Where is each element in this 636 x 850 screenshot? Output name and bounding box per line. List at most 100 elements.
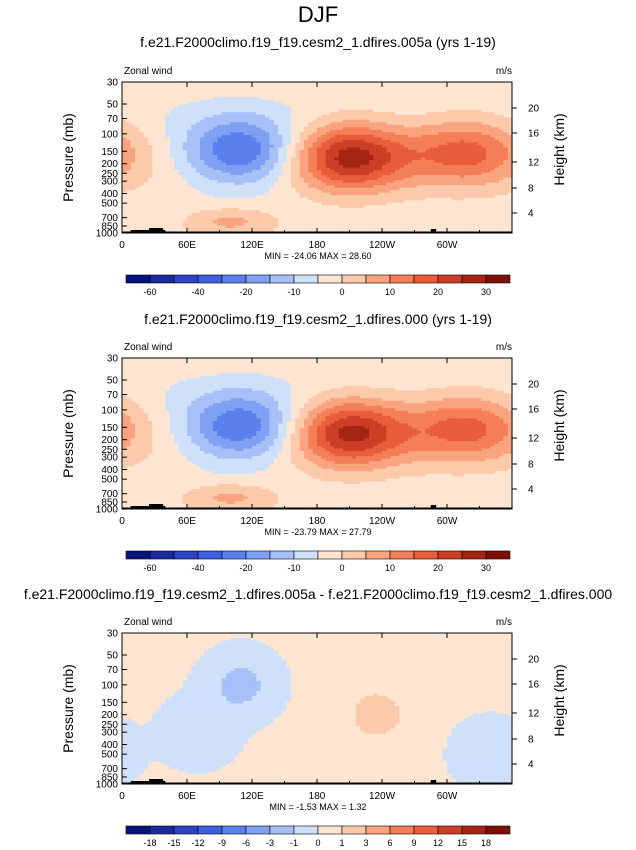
colorbar-box xyxy=(173,274,199,284)
colorbar-label: -60 xyxy=(143,563,156,572)
y-axis-label: Pressure (mb) xyxy=(60,664,76,753)
colorbar-label: 0 xyxy=(339,287,344,296)
colorbar-box xyxy=(197,274,223,284)
height-tick-label: 8 xyxy=(528,460,534,471)
colorbar-label: 10 xyxy=(385,287,395,296)
panel-2-title: f.e21.F2000climo.f19_f19.cesm2_1.dfires.… xyxy=(144,311,492,327)
colorbar-box xyxy=(293,274,319,284)
y-tick-label: 250 xyxy=(101,445,118,456)
colorbar-box xyxy=(221,274,247,284)
colorbar-box xyxy=(461,550,487,560)
x-tick-label: 60E xyxy=(178,791,196,802)
colorbar-box xyxy=(125,274,151,284)
y-tick-label: 250 xyxy=(101,169,118,180)
y-tick-label: 500 xyxy=(101,750,118,761)
field-label: Zonal wind xyxy=(124,617,172,628)
colorbar-box xyxy=(437,550,463,560)
y-tick-label: 400 xyxy=(101,189,118,200)
y-tick-label: 1000 xyxy=(96,780,119,791)
y-tick-label: 100 xyxy=(101,680,118,691)
x-tick-label: 60W xyxy=(437,240,458,251)
colorbar-box xyxy=(173,550,199,560)
height-tick-label: 8 xyxy=(528,184,534,195)
colorbar-box xyxy=(413,825,439,835)
colorbar-label: -9 xyxy=(218,838,226,848)
units-label: m/s xyxy=(496,617,512,628)
y-tick-label: 500 xyxy=(101,199,118,210)
y-tick-label: 700 xyxy=(101,764,118,775)
colorbar-box xyxy=(437,274,463,284)
zonal-wind-panel-2: 0 60E 120E 180 120W 60W3050701001502002503004… xyxy=(60,342,567,572)
y-tick-label: 500 xyxy=(101,475,118,486)
colorbar-label: 12 xyxy=(433,838,443,848)
y-tick-label: 250 xyxy=(101,720,118,731)
y-tick-label: 300 xyxy=(101,728,118,739)
colorbar-label: 6 xyxy=(387,838,392,848)
colorbar-box xyxy=(461,825,487,835)
colorbar-box xyxy=(245,825,271,835)
y-tick-label: 700 xyxy=(101,489,118,500)
y-axis-label-right: Height (km) xyxy=(551,389,567,461)
y-tick-label: 1000 xyxy=(96,505,119,516)
height-tick-label: 20 xyxy=(528,380,540,391)
colorbar-label: 18 xyxy=(481,838,491,848)
x-tick-label: 0 xyxy=(119,240,125,251)
x-tick-label: 180 xyxy=(309,240,326,251)
colorbar-box xyxy=(317,550,343,560)
height-tick-label: 12 xyxy=(528,158,540,169)
min-max-stats: MIN = -24.06 MAX = 28.60 xyxy=(264,251,371,261)
colorbar-box xyxy=(293,550,319,560)
height-tick-label: 8 xyxy=(528,735,534,746)
colorbar-box xyxy=(245,550,271,560)
x-tick-label: 60E xyxy=(178,240,196,251)
contour-fill xyxy=(122,358,513,510)
height-tick-label: 16 xyxy=(528,680,540,691)
field-label: Zonal wind xyxy=(124,66,172,77)
colorbar xyxy=(125,274,511,284)
y-tick-label: 850 xyxy=(101,222,118,233)
colorbar-box xyxy=(149,825,175,835)
colorbar-box xyxy=(461,274,487,284)
colorbar-label: -60 xyxy=(143,287,156,296)
height-tick-label: 4 xyxy=(528,760,534,771)
y-tick-label: 200 xyxy=(101,710,118,721)
colorbar-box xyxy=(341,274,367,284)
colorbar-label: 30 xyxy=(481,563,491,572)
colorbar-box xyxy=(389,550,415,560)
x-tick-label: 120W xyxy=(369,240,396,251)
colorbar-box xyxy=(197,825,223,835)
colorbar-box xyxy=(197,550,223,560)
colorbar-box xyxy=(437,825,463,835)
colorbar-label: 0 xyxy=(339,563,344,572)
height-tick-label: 12 xyxy=(528,434,540,445)
y-tick-label: 400 xyxy=(101,465,118,476)
height-tick-label: 16 xyxy=(528,129,540,140)
y-tick-label: 1000 xyxy=(96,229,119,240)
colorbar-box xyxy=(389,825,415,835)
colorbar-box xyxy=(149,274,175,284)
y-tick-label: 700 xyxy=(101,213,118,224)
colorbar-label: 10 xyxy=(385,563,395,572)
y-tick-label: 150 xyxy=(101,423,118,434)
y-tick-label: 400 xyxy=(101,740,118,751)
colorbar-box xyxy=(365,550,391,560)
colorbar-box xyxy=(293,825,319,835)
y-axis-label: Pressure (mb) xyxy=(60,113,76,202)
colorbar-box xyxy=(125,825,151,835)
colorbar-label: -20 xyxy=(239,563,252,572)
page-title: DJF xyxy=(297,2,339,27)
y-tick-label: 200 xyxy=(101,159,118,170)
colorbar xyxy=(125,825,511,835)
colorbar-box xyxy=(389,274,415,284)
x-tick-label: 60W xyxy=(437,516,458,527)
x-tick-label: 180 xyxy=(309,791,326,802)
x-tick-label: 180 xyxy=(309,516,326,527)
colorbar-box xyxy=(365,825,391,835)
x-tick-label: 60E xyxy=(178,516,196,527)
y-tick-label: 300 xyxy=(101,453,118,464)
colorbar-box xyxy=(341,825,367,835)
y-tick-label: 70 xyxy=(107,114,119,125)
y-axis-label: Pressure (mb) xyxy=(60,389,76,478)
y-tick-label: 50 xyxy=(107,375,119,386)
colorbar-box xyxy=(125,550,151,560)
